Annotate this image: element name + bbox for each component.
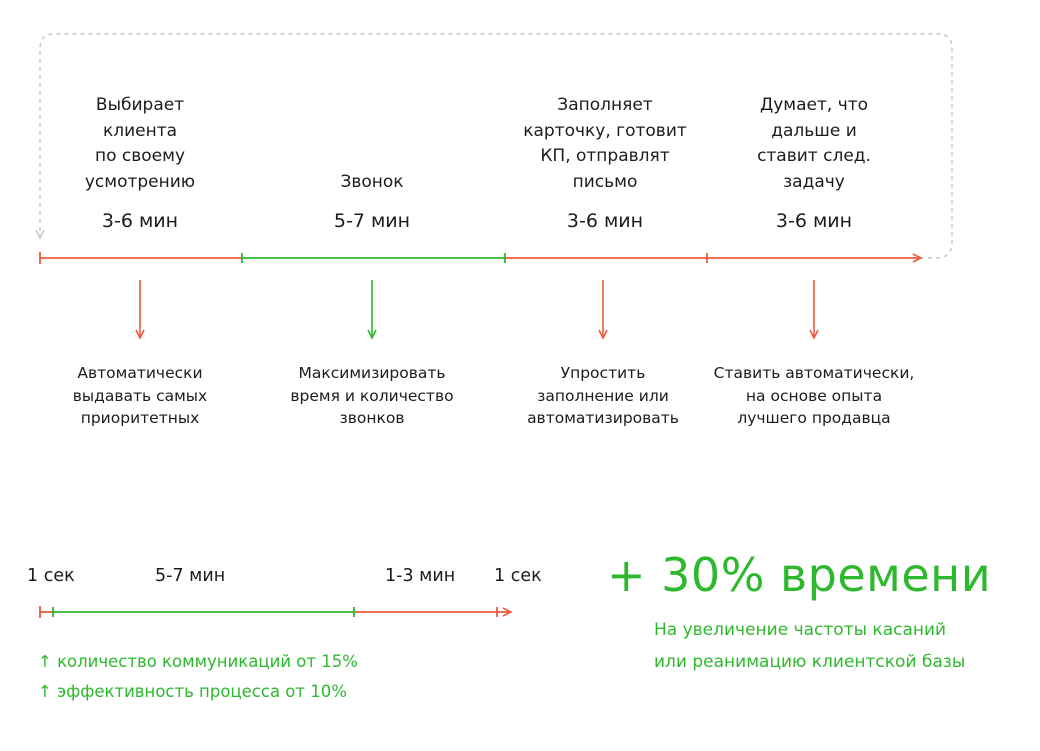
benefit-efficiency: ↑ эффективность процесса от 10% (38, 682, 347, 701)
new-segment-label-4: 1 сек (494, 566, 542, 586)
stage-duration-next-task: 3-6 мин (775, 210, 853, 232)
benefit-communications: ↑ количество коммуникаций от 15% (38, 652, 358, 671)
result-subtitle-line1: На увеличение частоты касаний (654, 620, 947, 640)
stage-title-call: Звонок (340, 172, 404, 192)
benefit-text: количество коммуникаций от 15% (57, 652, 358, 671)
new-segment-label-2: 5-7 мин (155, 566, 226, 586)
benefit-text: эффективность процесса от 10% (57, 682, 347, 701)
stage-title-select-client: Выбирает клиента по своему усмотрению (84, 95, 196, 192)
stage-duration-select-client: 3-6 мин (101, 210, 179, 232)
recommendation-auto-priority: Автоматически выдавать самых приоритетны… (72, 364, 208, 427)
new-segment-label-1: 1 сек (27, 566, 75, 586)
stage-title-next-task: Думает, что дальше и ставит след. задачу (757, 95, 871, 192)
recommendation-simplify: Упростить заполнение или автоматизироват… (527, 364, 679, 427)
recommendation-maximize-calls: Максимизировать время и количество звонк… (290, 364, 454, 427)
up-arrow-icon: ↑ (38, 652, 52, 671)
stage-duration-call: 5-7 мин (333, 210, 411, 232)
up-arrow-icon: ↑ (38, 682, 52, 701)
result-headline: + 30% времени (607, 548, 992, 602)
recommendation-auto-task: Ставить автоматически, на основе опыта л… (713, 364, 915, 427)
result-subtitle-line2: или реанимацию клиентской базы (654, 652, 966, 672)
stage-title-fill-card: Заполняет карточку, готовит КП, отправля… (523, 95, 687, 192)
loop-dashed-arrow (40, 33, 953, 259)
new-segment-label-3: 1-3 мин (385, 566, 456, 586)
stage-duration-fill-card: 3-6 мин (566, 210, 644, 232)
